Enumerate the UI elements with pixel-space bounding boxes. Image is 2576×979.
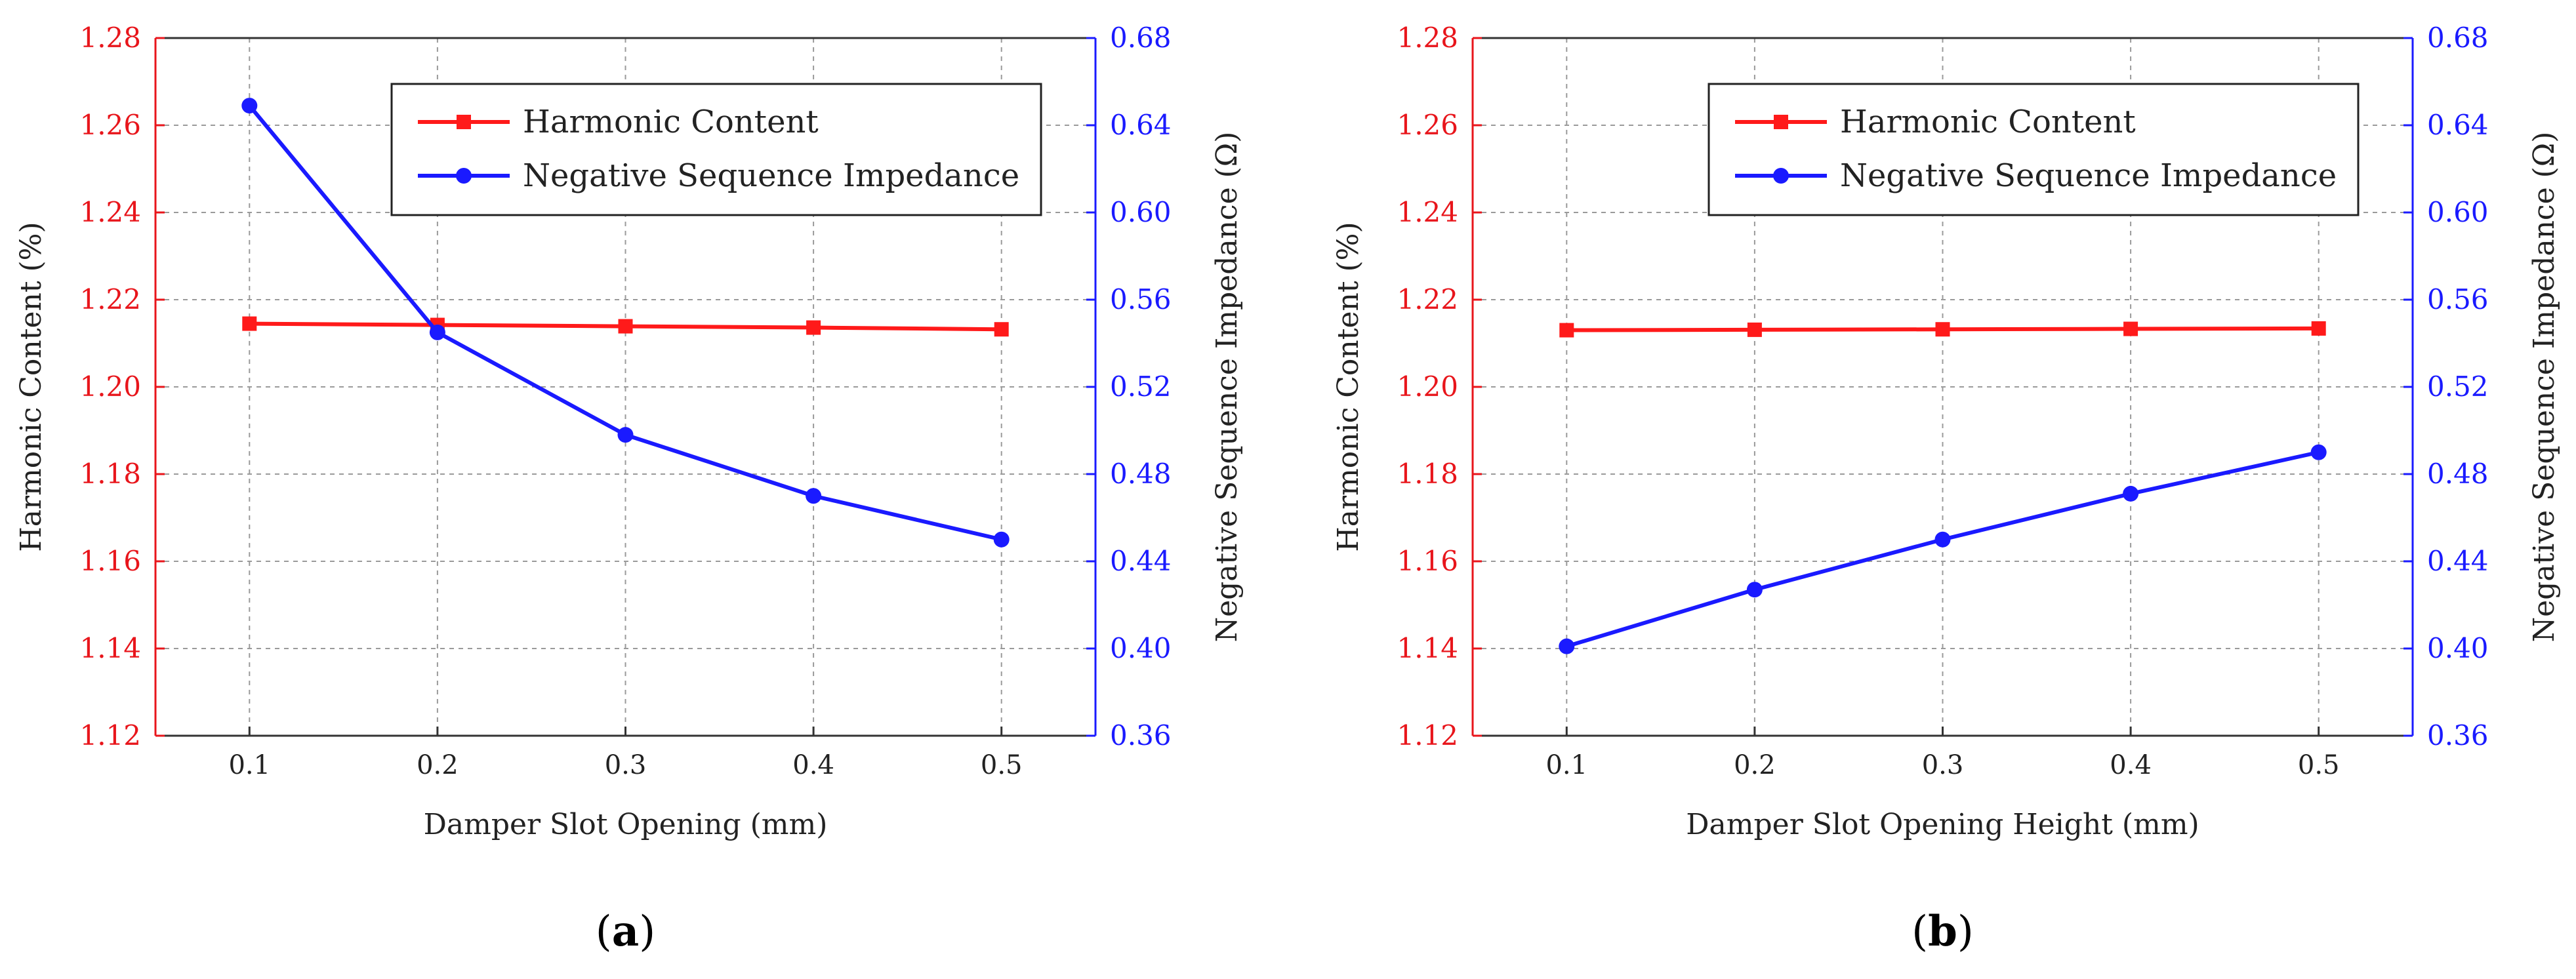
legend: Harmonic Content Negative Sequence Impeda…	[1707, 83, 2360, 216]
nsi-point	[993, 531, 1010, 548]
y-right-tick-label: 0.40	[2427, 632, 2489, 664]
x-tick-label: 0.4	[792, 750, 834, 780]
y-left-tick-label: 1.12	[79, 719, 141, 751]
nsi-point	[2123, 485, 2139, 502]
legend-hc-marker	[457, 115, 471, 129]
y-right-tick-label: 0.44	[2427, 545, 2489, 577]
y-left-tick-label: 1.22	[1397, 283, 1458, 315]
y-left-tick-label: 1.16	[79, 545, 141, 577]
y-left-tick-label: 1.28	[1397, 22, 1458, 54]
legend-hc-label: Harmonic Content	[523, 104, 819, 140]
y-left-tick-label: 1.18	[1397, 458, 1458, 490]
nsi-point	[1934, 531, 1951, 548]
harmonic-content-point	[1559, 323, 1574, 338]
chart-a: 1.12 1.14 1.16 1.18 1.20 1.22 1.24 1.26 1.28 0.36…	[14, 22, 1244, 956]
y-left-tick-label: 1.24	[79, 196, 141, 228]
y-left-tick-label: 1.24	[1397, 196, 1458, 228]
x-tick-label: 0.1	[1545, 750, 1587, 780]
nsi-point	[241, 98, 258, 114]
panel-label-letter: b	[1928, 907, 1957, 956]
y-right-tick-label: 0.48	[1110, 458, 1172, 490]
y-right-tick-label: 0.64	[1110, 109, 1172, 141]
y-right-tick-label: 0.60	[2427, 196, 2489, 228]
x-tick-label: 0.1	[228, 750, 270, 780]
y-right-axis-label: Negative Sequence Impedance (Ω)	[2527, 132, 2561, 643]
y-right-tick-label: 0.44	[1110, 545, 1172, 577]
panel-label-letter: a	[612, 907, 639, 956]
nsi-point	[806, 488, 822, 504]
legend-hc-marker	[1774, 115, 1788, 129]
harmonic-content-point	[242, 316, 257, 331]
harmonic-content-point	[1935, 322, 1950, 337]
y-right-tick-label: 0.52	[1110, 370, 1172, 403]
harmonic-content-point	[2311, 321, 2326, 336]
legend-nsi-marker	[456, 168, 472, 184]
y-right-tick-label: 0.64	[2427, 109, 2489, 141]
panel-label-open-paren: (	[1912, 908, 1928, 956]
harmonic-content-point	[1747, 322, 1762, 337]
y-right-tick-label: 0.68	[2427, 22, 2489, 54]
y-left-axis-label: Harmonic Content (%)	[1332, 222, 1365, 551]
y-right-tick-label: 0.56	[2427, 283, 2489, 315]
y-left-tick-label: 1.12	[1397, 719, 1458, 751]
y-left-tick-label: 1.22	[79, 283, 141, 315]
harmonic-content-point	[994, 322, 1009, 337]
harmonic-content-point	[806, 320, 821, 335]
x-tick-label: 0.5	[981, 750, 1023, 780]
y-left-tick-label: 1.26	[1397, 109, 1458, 141]
x-axis-label: Damper Slot Opening (mm)	[424, 808, 828, 841]
nsi-point	[617, 427, 634, 443]
legend-nsi-label: Negative Sequence Impedance	[523, 157, 1019, 194]
legend-box	[1707, 83, 2360, 216]
panel-label-open-paren: (	[596, 908, 612, 956]
x-tick-label: 0.2	[417, 750, 459, 780]
y-right-tick-label: 0.36	[1110, 719, 1172, 751]
y-right-tick-label: 0.36	[2427, 719, 2489, 751]
nsi-point	[2310, 444, 2327, 460]
x-tick-label: 0.5	[2298, 750, 2340, 780]
legend-hc-label: Harmonic Content	[1840, 104, 2136, 140]
y-left-tick-label: 1.18	[79, 458, 141, 490]
y-left-tick-label: 1.16	[1397, 545, 1458, 577]
x-tick-label: 0.3	[605, 750, 647, 780]
y-left-tick-label: 1.28	[79, 22, 141, 54]
y-left-tick-label: 1.26	[79, 109, 141, 141]
legend-nsi-marker	[1773, 168, 1789, 184]
x-tick-label: 0.3	[1922, 750, 1964, 780]
y-right-axis-label: Negative Sequence Impedance (Ω)	[1210, 132, 1244, 643]
harmonic-content-point	[2123, 321, 2138, 336]
nsi-point	[1746, 582, 1763, 598]
panel-label: (a)	[596, 907, 655, 956]
y-right-tick-label: 0.56	[1110, 283, 1172, 315]
nsi-point	[1559, 638, 1575, 654]
y-left-axis-label: Harmonic Content (%)	[14, 222, 48, 551]
y-right-tick-label: 0.48	[2427, 458, 2489, 490]
y-right-tick-label: 0.40	[1110, 632, 1172, 664]
legend-box	[390, 83, 1042, 216]
y-right-tick-label: 0.60	[1110, 196, 1172, 228]
y-left-tick-label: 1.14	[79, 632, 141, 664]
panel-label: (b)	[1912, 907, 1974, 956]
y-left-tick-label: 1.20	[1397, 370, 1458, 403]
harmonic-content-point	[618, 319, 633, 334]
panel-label-close-paren: )	[1957, 908, 1974, 956]
y-right-tick-label: 0.52	[2427, 370, 2489, 403]
y-left-tick-label: 1.14	[1397, 632, 1458, 664]
chart-b: 1.12 1.14 1.16 1.18 1.20 1.22 1.24 1.26 1.28 0.36…	[1332, 22, 2561, 956]
x-axis-label: Damper Slot Opening Height (mm)	[1686, 808, 2199, 841]
x-tick-label: 0.4	[2110, 750, 2152, 780]
legend-nsi-label: Negative Sequence Impedance	[1840, 157, 2337, 194]
nsi-point	[429, 324, 445, 340]
y-right-tick-label: 0.68	[1110, 22, 1172, 54]
y-left-tick-label: 1.20	[79, 370, 141, 403]
legend: Harmonic Content Negative Sequence Impeda…	[390, 83, 1042, 216]
panel-label-close-paren: )	[639, 908, 655, 956]
x-tick-label: 0.2	[1734, 750, 1776, 780]
